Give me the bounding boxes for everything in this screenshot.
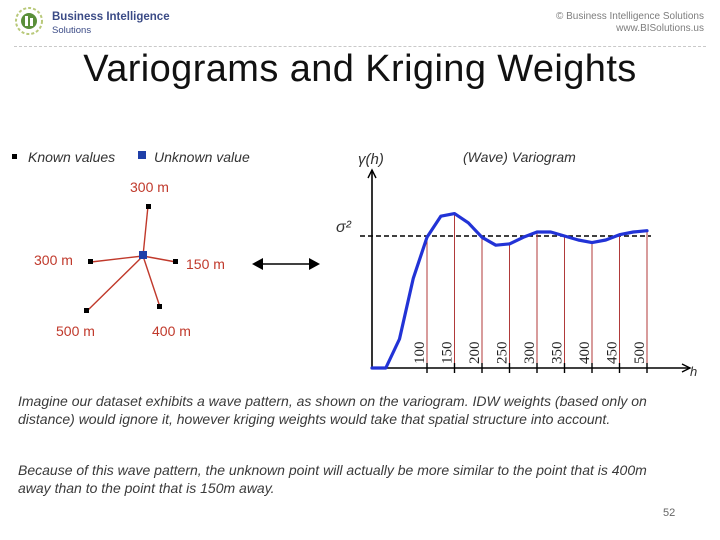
spoke-north [142, 205, 149, 257]
y-axis-arrow-icon [367, 168, 377, 179]
x-tick-label-150: 150 [440, 342, 456, 365]
x-tick-label-500: 500 [632, 342, 648, 365]
y-axis-label: γ(h) [358, 151, 384, 168]
unknown-point [139, 251, 147, 259]
variogram-chart: γ(h) (Wave) Variogram σ² h 100 150 200 250 3… [336, 149, 697, 379]
legend-unknown-label: Unknown value [154, 149, 250, 165]
double-arrow-icon [252, 258, 320, 270]
slide-title: Variograms and Kriging Weights [83, 48, 637, 90]
x-tick-label-350: 350 [550, 342, 566, 365]
bis-logo-icon [15, 7, 43, 35]
sill-label: σ² [336, 219, 352, 236]
x-axis-label: h [690, 364, 697, 379]
known-point-east [173, 259, 178, 264]
legend: Known values Unknown value [12, 149, 250, 165]
x-tick-label-250: 250 [495, 342, 511, 365]
x-tick-label-100: 100 [412, 342, 428, 365]
slide-number: 52 [663, 507, 676, 519]
slide-figure: Known values Unknown value 300 m 300 m 1… [12, 149, 697, 379]
x-tick-label-200: 200 [467, 342, 483, 365]
copyright-text: © Business Intelligence Solutions [555, 11, 704, 22]
x-axis-arrow-icon [681, 363, 692, 373]
header-divider [14, 46, 706, 47]
logo-sub: Solutions [52, 25, 92, 36]
paragraph-kriging-conclusion: Because of this wave pattern, the unknow… [18, 462, 647, 496]
distance-label-west: 300 m [34, 252, 73, 268]
paragraph-wave-pattern: Imagine our dataset exhibits a wave patt… [18, 393, 647, 427]
spoke-south [142, 255, 161, 308]
website-text: www.BISolutions.us [616, 23, 704, 34]
distance-label-southwest: 500 m [56, 323, 95, 339]
known-point-west [88, 259, 93, 264]
logo-name: Business Intelligence [52, 11, 170, 23]
spoke-southwest [86, 255, 144, 312]
spatial-diagram: 300 m 300 m 150 m 500 m 400 m [34, 179, 225, 339]
known-point-north [146, 204, 151, 209]
distance-label-east: 150 m [186, 256, 225, 272]
distance-label-south: 400 m [152, 323, 191, 339]
spoke-east [142, 255, 177, 263]
variogram-curve [370, 212, 649, 370]
distance-label-north: 300 m [130, 179, 169, 195]
legend-known-label: Known values [28, 149, 115, 165]
x-tick-label-450: 450 [605, 342, 621, 365]
x-tick-label-400: 400 [577, 342, 593, 365]
spoke-west [90, 255, 144, 263]
company-logo: Business Intelligence Solutions [14, 6, 194, 40]
chart-title: (Wave) Variogram [463, 149, 576, 165]
known-point-southwest [84, 308, 89, 313]
legend-known-marker [12, 154, 17, 159]
copyright-block: © Business Intelligence Solutions www.BI… [556, 11, 704, 35]
x-tick-label-300: 300 [522, 342, 538, 365]
known-point-south [157, 304, 162, 309]
legend-unknown-marker [138, 151, 146, 159]
